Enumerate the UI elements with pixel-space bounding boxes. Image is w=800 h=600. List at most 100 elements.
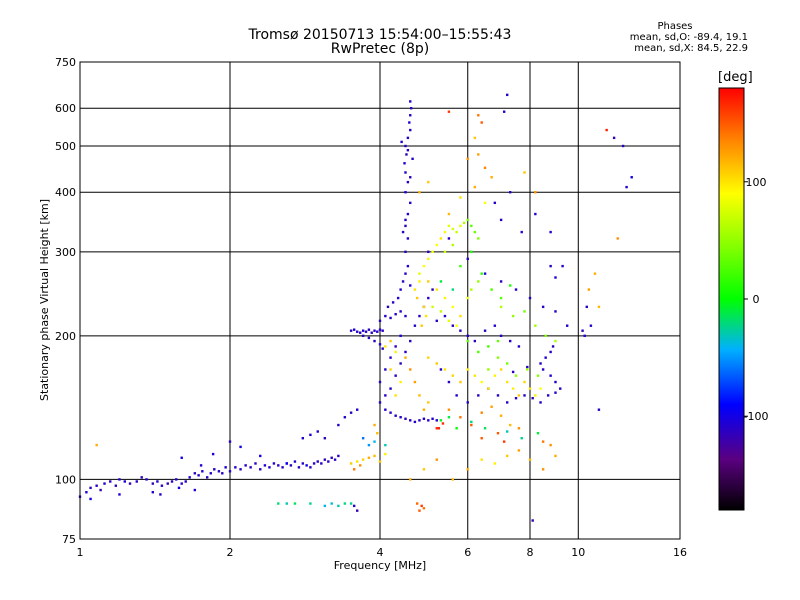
data-point bbox=[128, 482, 132, 485]
data-point bbox=[367, 456, 371, 459]
data-point bbox=[373, 423, 376, 427]
data-point bbox=[404, 350, 407, 354]
data-point bbox=[541, 468, 545, 471]
data-point bbox=[409, 201, 412, 205]
data-point bbox=[549, 443, 552, 447]
data-point bbox=[409, 478, 412, 481]
data-point bbox=[415, 502, 419, 505]
data-point bbox=[493, 462, 497, 465]
data-point bbox=[394, 350, 397, 354]
data-point bbox=[384, 345, 387, 348]
data-point bbox=[439, 368, 443, 371]
data-point bbox=[455, 324, 458, 327]
data-point bbox=[413, 324, 417, 327]
data-point bbox=[583, 334, 586, 338]
data-point bbox=[376, 431, 379, 435]
data-point bbox=[399, 334, 402, 338]
data-point bbox=[473, 185, 477, 189]
data-point bbox=[459, 264, 462, 268]
data-point bbox=[413, 380, 417, 384]
data-point bbox=[559, 387, 562, 390]
data-point bbox=[418, 419, 421, 422]
data-point bbox=[373, 440, 376, 443]
data-point bbox=[378, 460, 382, 463]
chart-title-line1: Tromsø 20150713 15:54:00–15:55:43 bbox=[248, 27, 512, 43]
data-point bbox=[378, 343, 382, 346]
data-point bbox=[466, 468, 469, 471]
data-point bbox=[337, 423, 340, 427]
data-point bbox=[239, 445, 242, 449]
colorbar-tick-label: -100 bbox=[744, 410, 769, 423]
data-point bbox=[394, 345, 397, 348]
data-point bbox=[361, 334, 365, 338]
x-tick-label: 10 bbox=[571, 546, 585, 559]
data-point bbox=[309, 433, 312, 437]
data-point bbox=[409, 419, 412, 422]
data-point bbox=[337, 504, 340, 508]
data-point bbox=[394, 374, 397, 377]
data-point bbox=[447, 380, 451, 384]
data-point bbox=[103, 482, 106, 485]
data-point bbox=[95, 484, 98, 487]
data-point bbox=[364, 330, 368, 333]
data-point bbox=[312, 462, 316, 465]
data-point bbox=[343, 416, 347, 419]
data-point bbox=[427, 356, 430, 359]
data-point bbox=[209, 472, 212, 475]
data-point bbox=[480, 437, 483, 440]
data-point bbox=[443, 314, 447, 318]
data-point bbox=[459, 314, 462, 318]
data-point bbox=[597, 408, 601, 411]
data-point bbox=[403, 162, 406, 165]
data-point bbox=[451, 288, 455, 291]
stats-x-mode: mean, sd,X: 84.5, 22.9 bbox=[634, 43, 748, 54]
data-point bbox=[447, 319, 451, 323]
data-point bbox=[528, 296, 532, 300]
data-point bbox=[422, 507, 426, 510]
data-point bbox=[505, 401, 509, 404]
data-point bbox=[443, 368, 447, 371]
data-point bbox=[621, 144, 625, 148]
data-point bbox=[406, 212, 410, 216]
data-point bbox=[123, 480, 126, 483]
data-point bbox=[520, 230, 523, 234]
data-point bbox=[221, 472, 224, 475]
y-tick-label: 300 bbox=[55, 246, 76, 259]
data-point bbox=[431, 288, 434, 291]
data-point bbox=[435, 419, 438, 422]
data-point bbox=[508, 284, 512, 287]
data-point bbox=[409, 368, 412, 371]
data-point bbox=[477, 237, 480, 240]
data-point bbox=[378, 380, 382, 384]
data-point bbox=[263, 464, 267, 467]
data-point bbox=[483, 201, 487, 205]
data-point bbox=[531, 396, 534, 400]
data-point bbox=[361, 458, 365, 461]
data-point bbox=[487, 387, 490, 390]
data-point bbox=[487, 368, 490, 371]
data-point bbox=[404, 356, 407, 359]
y-tick-label: 200 bbox=[55, 330, 76, 343]
data-point bbox=[309, 502, 312, 505]
data-point bbox=[249, 466, 252, 469]
data-point bbox=[396, 296, 400, 300]
grid-lines bbox=[80, 62, 680, 539]
data-point bbox=[523, 171, 526, 174]
data-point bbox=[470, 288, 473, 291]
data-point bbox=[505, 430, 509, 433]
data-point bbox=[551, 345, 555, 348]
data-point bbox=[539, 387, 542, 390]
data-point bbox=[399, 288, 402, 291]
data-point bbox=[409, 114, 412, 117]
data-point bbox=[459, 329, 462, 332]
data-point bbox=[455, 394, 458, 397]
data-point bbox=[320, 462, 323, 465]
data-point bbox=[447, 416, 451, 419]
data-point bbox=[490, 288, 493, 291]
data-point bbox=[466, 157, 469, 161]
data-point bbox=[384, 452, 387, 456]
data-point bbox=[554, 339, 557, 343]
data-point bbox=[630, 176, 633, 179]
data-point bbox=[427, 257, 430, 261]
